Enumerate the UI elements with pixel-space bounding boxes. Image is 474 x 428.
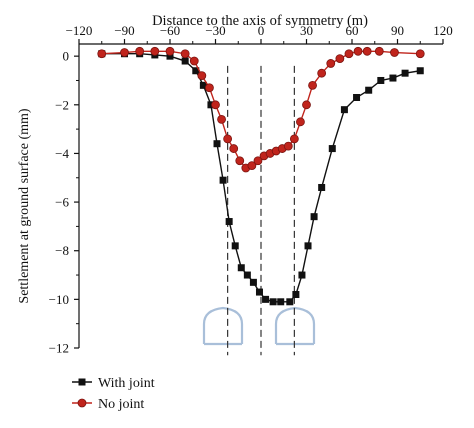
data-point-with-joint (292, 290, 300, 298)
legend-marker-circle (77, 398, 87, 408)
data-point-no-joint (344, 49, 354, 59)
y-tick-label: 0 (63, 49, 70, 64)
legend: With joint No joint (72, 376, 155, 412)
data-point-no-joint (247, 161, 257, 171)
x-tick-label: −60 (160, 23, 180, 38)
data-point-with-joint (199, 81, 207, 89)
y-tick-label: −10 (49, 292, 69, 307)
data-point-no-joint (180, 49, 190, 59)
x-tick-label: −90 (114, 23, 134, 38)
data-point-with-joint (377, 76, 385, 84)
data-point-no-joint (335, 54, 345, 63)
tunnel-right-icon (274, 306, 316, 346)
data-point-no-joint (211, 100, 220, 110)
data-point-no-joint (165, 46, 175, 56)
x-tick-label: 60 (346, 23, 359, 38)
x-tick-label: 120 (433, 23, 453, 38)
data-point-with-joint (401, 69, 409, 77)
y-tick-label: −6 (55, 195, 69, 210)
plot-area: −120 −90 −60 −30 0 30 60 90 120 0 −2 −4 −6 −8 −10 −12 (49, 23, 453, 356)
data-point-no-joint (353, 46, 363, 56)
data-point-with-joint (304, 242, 312, 250)
data-point-with-joint (243, 271, 251, 279)
data-point-no-joint (302, 100, 311, 110)
data-point-with-joint (365, 86, 373, 94)
data-point-with-joint (269, 298, 277, 306)
x-axis-label: Distance to the axis of symmetry (m) (152, 13, 368, 29)
data-point-no-joint (229, 144, 239, 153)
data-point-with-joint (310, 213, 318, 221)
data-point-no-joint (223, 134, 233, 144)
data-point-no-joint (362, 46, 372, 56)
y-tick-label: −12 (49, 341, 69, 356)
data-point-with-joint (192, 67, 200, 75)
data-point-with-joint (298, 271, 306, 279)
y-tick-label: −2 (55, 97, 69, 112)
data-point-no-joint (390, 48, 399, 57)
data-point-no-joint (189, 56, 199, 66)
data-point-with-joint (231, 242, 239, 250)
data-point-no-joint (415, 49, 425, 59)
data-point-with-joint (225, 218, 233, 226)
data-point-no-joint (120, 48, 129, 57)
x-tick-label: 30 (300, 23, 313, 38)
data-point-with-joint (340, 106, 348, 114)
data-point-no-joint (308, 80, 317, 90)
data-point-no-joint (289, 134, 299, 144)
data-point-with-joint (286, 298, 294, 306)
data-point-with-joint (353, 94, 361, 102)
data-point-no-joint (135, 46, 145, 56)
y-axis-label: Settlement at ground surface (mm) (17, 108, 32, 303)
legend-label-no-joint: No joint (98, 397, 144, 412)
data-point-with-joint (181, 57, 189, 65)
x-tick-label: 0 (258, 23, 265, 38)
data-point-with-joint (328, 145, 336, 153)
data-point-with-joint (416, 67, 424, 75)
data-point-no-joint (217, 114, 226, 124)
data-point-no-joint (205, 83, 214, 93)
data-point-with-joint (166, 52, 174, 60)
data-point-with-joint (219, 176, 227, 184)
x-tick-label: −120 (66, 23, 93, 38)
data-point-no-joint (296, 117, 305, 127)
data-point-with-joint (249, 278, 257, 286)
tunnel-left-icon (202, 306, 244, 346)
legend-item-no-joint: No joint (72, 397, 144, 412)
data-point-with-joint (237, 264, 245, 272)
data-point-no-joint (235, 156, 245, 166)
y-tick-label: −4 (55, 146, 69, 161)
data-point-no-joint (97, 49, 107, 59)
series-line-with-joint (101, 53, 421, 303)
data-point-with-joint (213, 140, 221, 148)
data-point-no-joint (283, 141, 293, 151)
data-point-no-joint (197, 71, 207, 81)
data-point-with-joint (389, 74, 397, 82)
data-point-with-joint (277, 298, 285, 306)
data-point-with-joint (255, 288, 263, 296)
data-point-no-joint (326, 59, 336, 68)
x-tick-label: 90 (391, 23, 404, 38)
data-point-with-joint (318, 183, 326, 191)
data-point-with-joint (207, 101, 215, 109)
legend-label-with-joint: With joint (98, 376, 155, 391)
data-point-no-joint (150, 46, 160, 56)
data-point-no-joint (317, 68, 327, 78)
data-point-no-joint (253, 156, 263, 166)
data-point-with-joint (262, 295, 270, 303)
y-tick-label: −8 (55, 243, 69, 258)
x-tick-label: −30 (205, 23, 225, 38)
legend-item-with-joint: With joint (72, 376, 155, 391)
legend-marker-square (78, 378, 86, 386)
data-point-no-joint (374, 46, 384, 56)
